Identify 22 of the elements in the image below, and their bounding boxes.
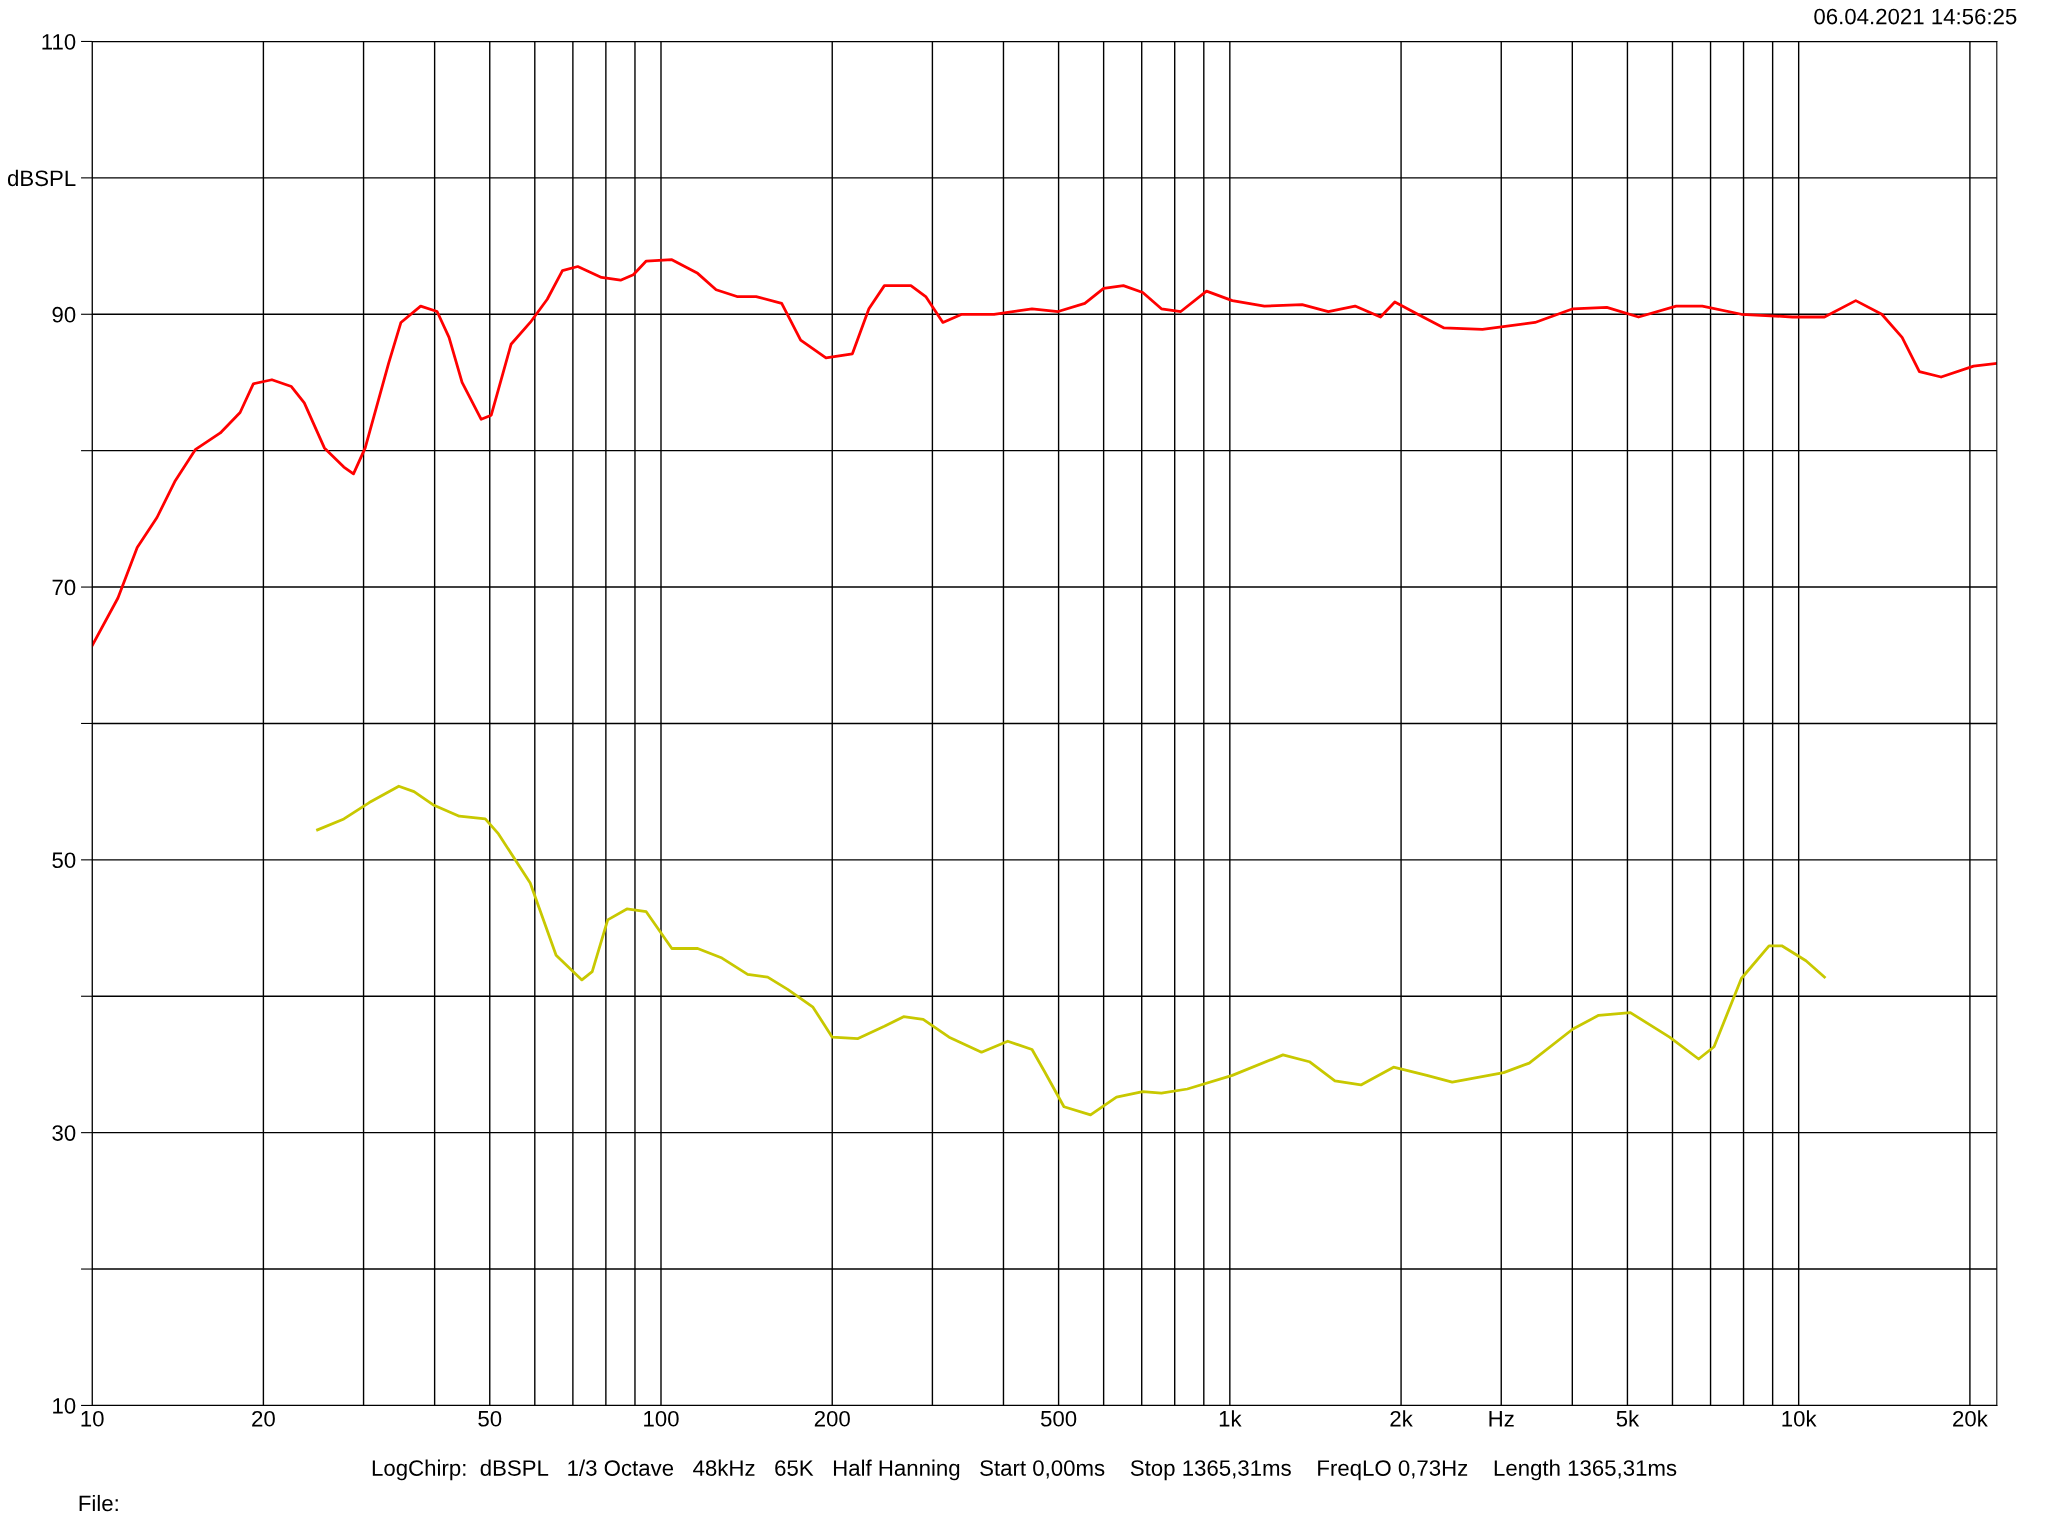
x-tick-label: 10: [81, 1410, 104, 1427]
y-tick-label: 10: [53, 1397, 76, 1414]
y-tick-label: 90: [52, 306, 76, 323]
text: File:: [79, 1494, 118, 1512]
x-tick-label: 100: [644, 1410, 679, 1427]
x-tick-label: 500: [1040, 1410, 1077, 1427]
x-tick-label: 200: [814, 1410, 850, 1427]
y-tick-label: 70: [52, 579, 76, 596]
text: LogChirp: dBSPL 1/3 Octave 48kHz 65K Half Hanning Start 0,00ms Stop 1365,31ms FreqLO 0,73Hz Length 1365,31ms: [372, 1459, 1677, 1481]
x-tick-label: 10k: [1782, 1410, 1817, 1427]
x-tick-label: 50: [478, 1410, 502, 1427]
x-tick-label: 1k: [1219, 1410, 1242, 1427]
x-tick-label: 5k: [1616, 1410, 1640, 1427]
x-tick-label: 2k: [1390, 1410, 1413, 1427]
text: 06.04.2021 14:56:25: [1814, 8, 2017, 25]
y-tick-label: 110: [42, 34, 76, 50]
x-tick-label: 20: [252, 1410, 275, 1427]
y-tick-label: dBSPL: [7, 169, 76, 187]
y-tick-label: 30: [52, 1125, 76, 1141]
y-tick-label: 50: [52, 852, 76, 869]
x-tick-label: Hz: [1489, 1411, 1514, 1427]
x-tick-label: 20k: [1953, 1410, 1988, 1427]
